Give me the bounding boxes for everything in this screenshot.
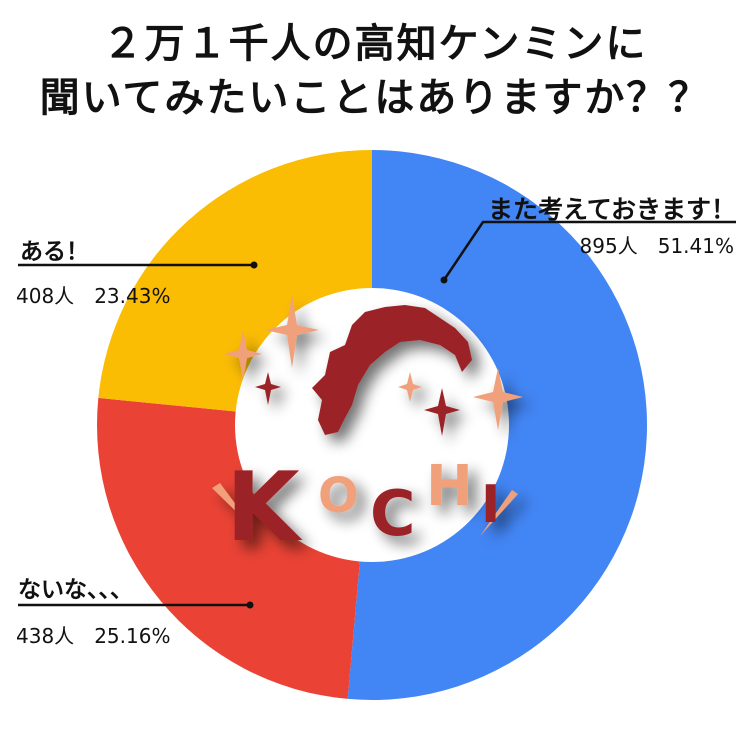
logo-letter-h: H: [426, 454, 473, 519]
chart-title-line-1: ２万１千人の高知ケンミンに: [102, 21, 648, 67]
sparkle-icons: [212, 295, 523, 536]
leader-dot: [440, 276, 448, 284]
logo-letter-o: O: [318, 468, 359, 524]
count: 895人: [579, 234, 638, 258]
leader-dot: [246, 601, 254, 609]
sparkle-icon: [473, 368, 523, 430]
kochi-logo: K O C H I: [212, 295, 523, 563]
sparkle-icon: [224, 330, 262, 380]
leader-lines: [18, 220, 736, 607]
percent: 51.41%: [657, 234, 734, 258]
percent: 23.43%: [94, 284, 171, 308]
sparkle-icon: [424, 388, 460, 436]
logo-letter-i: I: [481, 475, 500, 535]
slice-value-blue: 895人 51.41%: [580, 230, 734, 259]
kochi-prefecture-shape: [312, 305, 472, 435]
logo-letter-k: K: [226, 453, 303, 563]
logo-letter-c: C: [370, 477, 416, 550]
sparkle-icon: [265, 295, 319, 368]
donut-hole: [235, 288, 509, 562]
slice-value-red: 438人 25.16%: [16, 620, 170, 649]
burst-line-icon: [212, 483, 253, 528]
slice-label-yellow: ある！: [20, 239, 89, 265]
count: 438人: [16, 624, 75, 648]
slice-label-red: ないな、、、: [18, 577, 133, 603]
count: 408人: [16, 284, 75, 308]
leader-dot: [250, 261, 258, 269]
slice-value-yellow: 408人 23.43%: [16, 280, 170, 309]
chart-title-line-2: 聞いてみたいことはありますか？？: [39, 75, 711, 121]
leader-line-blue: [442, 220, 736, 281]
sparkle-icon: [398, 372, 422, 402]
burst-line-icon: [480, 490, 518, 536]
percent: 25.16%: [94, 624, 171, 648]
slice-label-blue: また考えておきます！: [487, 195, 736, 224]
sparkle-icon: [255, 372, 281, 405]
